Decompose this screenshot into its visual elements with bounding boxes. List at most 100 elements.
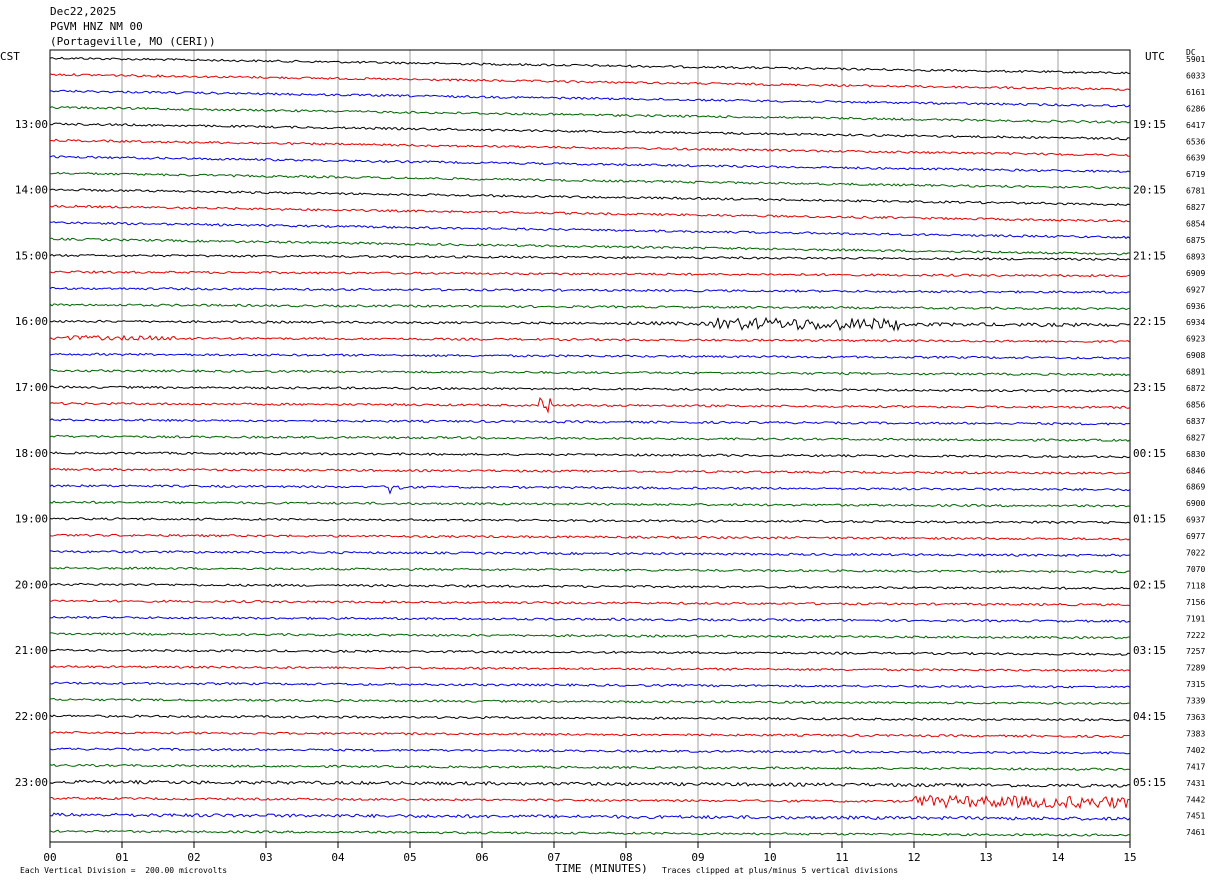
dc-offset-label: 7431 — [1186, 779, 1205, 788]
trace-line — [49, 451, 1131, 459]
axis-labels: 13:00 14:00 15:00 16:00 17:00 18:00 19:00 20:00… — [15, 55, 1206, 864]
x-tick-label: 05 — [403, 851, 416, 864]
left-hour-label: 20:00 — [15, 578, 48, 591]
dc-offset-label: 7417 — [1186, 762, 1205, 771]
dc-offset-label: 6639 — [1186, 154, 1205, 163]
x-tick-label: 10 — [763, 851, 776, 864]
x-tick-label: 03 — [259, 851, 272, 864]
trace-line — [49, 418, 1131, 426]
trace-line — [49, 368, 1131, 377]
dc-offset-label: 7461 — [1186, 828, 1205, 837]
dc-offset-label: 6891 — [1186, 368, 1205, 377]
x-tick-label: 15 — [1123, 851, 1136, 864]
trace-line — [49, 582, 1131, 590]
dc-offset-label: 6286 — [1186, 104, 1205, 113]
trace-line — [49, 303, 1131, 311]
dc-offset-label: 7070 — [1186, 565, 1205, 574]
trace-line — [49, 316, 1131, 332]
plot-date: Dec22,2025 — [50, 5, 117, 18]
right-hour-label: 21:15 — [1133, 249, 1166, 262]
trace-line — [49, 204, 1130, 223]
x-tick-label: 01 — [115, 851, 128, 864]
left-hour-label: 21:00 — [15, 644, 48, 657]
trace-line — [49, 122, 1131, 141]
trace-line — [49, 385, 1131, 393]
trace-line — [49, 334, 1131, 344]
dc-offset-label: 6900 — [1186, 499, 1205, 508]
trace-line — [49, 533, 1131, 541]
trace-line — [49, 221, 1131, 240]
dc-offset-label: 7118 — [1186, 581, 1205, 590]
trace-line — [49, 188, 1131, 206]
right-hour-label: 22:15 — [1133, 315, 1166, 328]
dc-offset-label: 7191 — [1186, 614, 1205, 623]
right-hour-label: 04:15 — [1133, 710, 1166, 723]
trace-line — [49, 270, 1131, 278]
left-hour-label: 22:00 — [15, 710, 48, 723]
dc-offset-label: 6869 — [1186, 483, 1205, 492]
trace-line — [49, 237, 1131, 256]
dc-offset-label: 6781 — [1186, 187, 1205, 196]
left-hour-label: 16:00 — [15, 315, 48, 328]
trace-line — [49, 550, 1131, 558]
dc-offset-label: 6934 — [1186, 318, 1205, 327]
x-tick-label: 09 — [691, 851, 704, 864]
dc-offset-label: 7156 — [1186, 598, 1205, 607]
trace-line — [49, 615, 1131, 623]
right-hour-label: 00:15 — [1133, 447, 1166, 460]
trace-line — [49, 286, 1131, 294]
station-name: PGVM HNZ NM 00 — [50, 20, 143, 33]
right-hour-label: 01:15 — [1133, 513, 1166, 526]
left-hour-label: 13:00 — [15, 118, 48, 131]
dc-offset-label: 6830 — [1186, 450, 1205, 459]
x-tick-label: 00 — [43, 851, 56, 864]
trace-line — [49, 138, 1131, 157]
trace-line — [49, 89, 1131, 108]
right-hour-label: 23:15 — [1133, 381, 1166, 394]
x-tick-label: 06 — [475, 851, 488, 864]
dc-offset-label: 6977 — [1186, 532, 1205, 541]
dc-offset-label: 6908 — [1186, 351, 1205, 360]
x-tick-label: 02 — [187, 851, 200, 864]
station-location: (Portageville, MO (CERI)) — [50, 35, 216, 48]
dc-offset-label: 6827 — [1186, 433, 1205, 442]
trace-line — [49, 467, 1131, 475]
left-hour-label: 15:00 — [15, 249, 48, 262]
trace-line — [49, 352, 1131, 360]
trace-line — [49, 697, 1130, 705]
dc-offset-label: 7451 — [1186, 812, 1205, 821]
trace-line — [49, 664, 1131, 673]
dc-offset-label: 6872 — [1186, 384, 1205, 393]
dc-offset-label: 6837 — [1186, 417, 1205, 426]
x-tick-label: 07 — [547, 851, 560, 864]
trace-line — [49, 171, 1131, 190]
dc-offset-label: 6875 — [1186, 236, 1205, 245]
trace-line — [49, 779, 1131, 788]
dc-offset-label: 6719 — [1186, 170, 1205, 179]
trace-line — [49, 56, 1131, 75]
right-hour-label: 03:15 — [1133, 644, 1166, 657]
dc-offset-label: 5901 — [1186, 55, 1205, 64]
right-hour-label: 20:15 — [1133, 184, 1166, 197]
dc-offset-label: 6536 — [1186, 137, 1205, 146]
trace-line — [49, 763, 1131, 771]
dc-header-label: DC — [1186, 48, 1196, 57]
time-grid — [49, 49, 1131, 843]
dc-offset-label: 6937 — [1186, 516, 1205, 525]
x-tick-label: 14 — [1051, 851, 1065, 864]
dc-offset-label: 7363 — [1186, 713, 1205, 722]
x-tick-label: 08 — [619, 851, 632, 864]
trace-line — [49, 714, 1131, 722]
dc-offset-label: 6909 — [1186, 269, 1205, 278]
trace-line — [49, 484, 1131, 495]
left-hour-label: 18:00 — [15, 447, 48, 460]
trace-line — [49, 517, 1131, 524]
trace-line — [49, 599, 1131, 607]
dc-offset-label: 6827 — [1186, 203, 1205, 212]
dc-offset-label: 6923 — [1186, 335, 1205, 344]
trace-line — [49, 253, 1131, 261]
trace-line — [49, 73, 1131, 91]
trace-line — [49, 730, 1130, 738]
dc-offset-label: 7442 — [1186, 795, 1205, 804]
trace-line — [49, 397, 1131, 414]
